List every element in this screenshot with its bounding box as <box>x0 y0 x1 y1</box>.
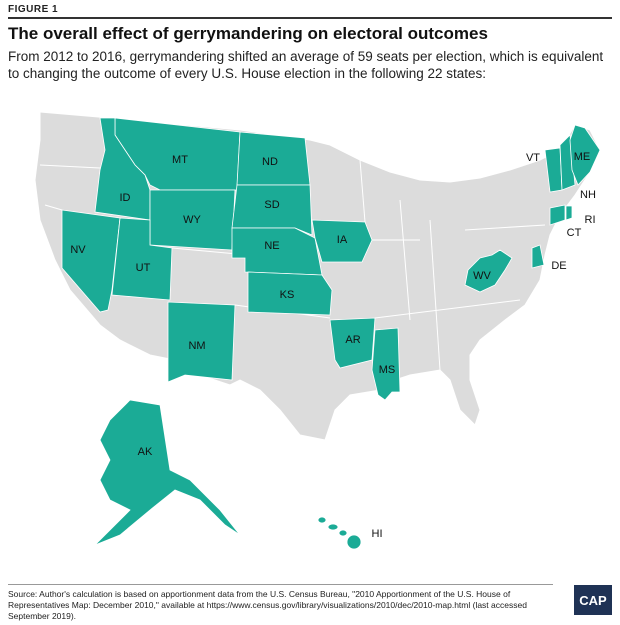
state-id <box>94 117 151 221</box>
state-label: VT <box>526 152 540 164</box>
border <box>359 159 366 223</box>
state-label: NE <box>264 240 279 252</box>
state-hi <box>346 534 362 550</box>
state-label: CT <box>567 227 582 239</box>
state-me <box>569 124 601 186</box>
state-ri <box>565 205 573 221</box>
state-label: ME <box>574 151 591 163</box>
states <box>61 117 601 550</box>
logo: CAP <box>574 585 612 615</box>
state-nm <box>167 301 236 383</box>
state-label: UT <box>136 262 151 274</box>
state-label: WV <box>473 270 491 282</box>
state-de <box>531 244 545 269</box>
border <box>44 204 63 211</box>
state-label: KS <box>280 289 295 301</box>
state-ak <box>94 399 241 546</box>
state-hi <box>327 523 339 531</box>
state-ut <box>111 217 173 301</box>
state-label: ID <box>120 192 131 204</box>
state-label: WY <box>183 214 201 226</box>
state-label: AR <box>345 334 360 346</box>
state-label: NM <box>188 340 205 352</box>
state-label: DE <box>551 260 566 272</box>
state-hi <box>317 516 327 524</box>
state-labels: MT ND ID WY SD NV NE IA UT KS NM AR MS W… <box>70 151 596 540</box>
state-label: MT <box>172 154 188 166</box>
title: The overall effect of gerrymandering on … <box>8 24 488 43</box>
state-label: AK <box>138 446 153 458</box>
state-wv <box>464 249 513 293</box>
border <box>39 164 101 169</box>
state-label: NV <box>70 244 86 256</box>
source-note: Source: Author's calculation is based on… <box>8 584 553 622</box>
state-ct <box>549 204 566 226</box>
state-sd <box>231 184 313 236</box>
state-ks <box>247 271 333 316</box>
state-ar <box>329 317 376 369</box>
map: MT ND ID WY SD NV NE IA UT KS NM AR MS W… <box>34 111 601 550</box>
rule <box>8 17 612 19</box>
state-ms <box>371 327 401 401</box>
border <box>399 199 411 321</box>
subtitle: From 2012 to 2016, gerrymandering shifte… <box>8 49 604 81</box>
state-label: SD <box>264 199 279 211</box>
state-hi <box>338 529 348 537</box>
state-label: RI <box>585 214 596 226</box>
state-ia <box>311 219 373 263</box>
border <box>429 219 441 371</box>
border <box>464 224 546 231</box>
state-label: IA <box>337 234 348 246</box>
state-label: NH <box>580 189 596 201</box>
state-label: MS <box>379 364 396 376</box>
state-label: HI <box>372 528 383 540</box>
border <box>374 299 521 319</box>
state-label: ND <box>262 156 278 168</box>
figure-label: FIGURE 1 <box>8 4 59 15</box>
